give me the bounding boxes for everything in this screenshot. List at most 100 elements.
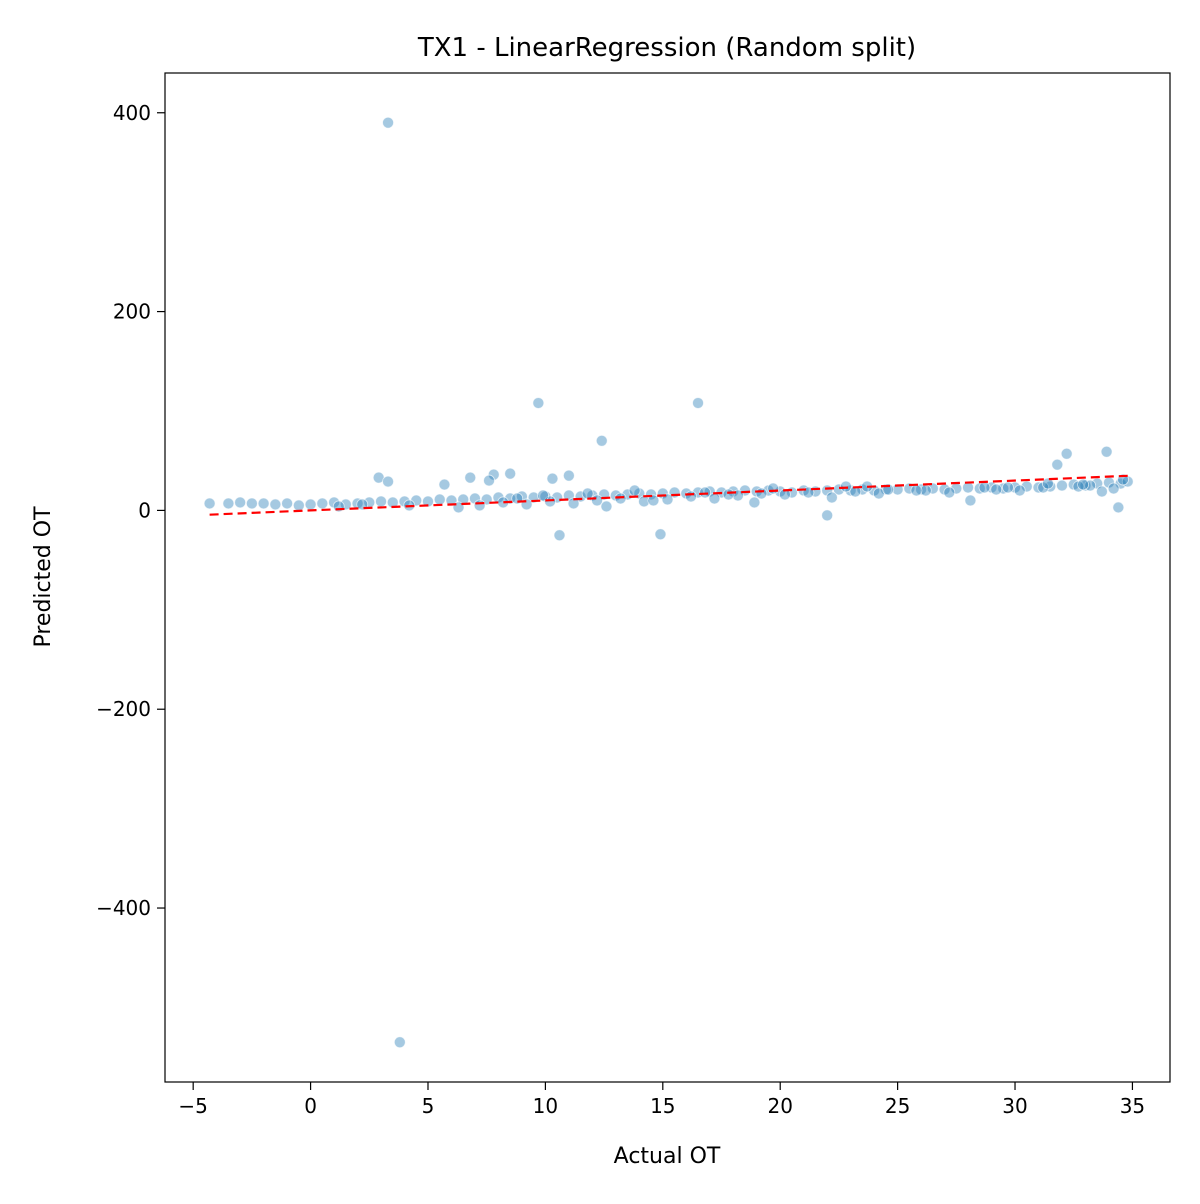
data-point	[964, 494, 977, 507]
data-point	[926, 482, 939, 495]
data-point	[567, 497, 580, 510]
data-point	[562, 469, 575, 482]
y-tick-label: 0	[138, 498, 151, 522]
data-point	[469, 492, 481, 505]
data-point	[1077, 478, 1090, 491]
data-point	[328, 496, 340, 509]
data-point	[962, 481, 974, 494]
data-point	[685, 490, 697, 503]
data-point	[692, 397, 704, 409]
data-point	[222, 497, 235, 510]
data-point	[546, 472, 559, 485]
data-point	[591, 494, 603, 507]
data-point	[699, 486, 711, 499]
data-point	[203, 497, 216, 510]
data-point	[483, 474, 495, 487]
data-point	[269, 498, 282, 511]
data-point	[825, 491, 838, 504]
data-point	[375, 495, 387, 508]
x-axis-ticks: −5 0 5 10 15 20 25 30 35	[178, 1082, 1145, 1118]
data-point	[915, 483, 927, 496]
data-point	[692, 486, 704, 499]
data-point	[1002, 481, 1014, 494]
data-point	[422, 495, 434, 508]
data-point	[595, 434, 608, 447]
data-point	[504, 467, 517, 480]
data-point	[628, 484, 641, 497]
data-point	[614, 492, 627, 505]
data-point	[382, 116, 394, 129]
data-point	[647, 494, 660, 507]
data-point	[316, 497, 329, 510]
plot-frame	[164, 72, 1171, 1083]
x-tick-label: 5	[422, 1094, 435, 1118]
data-point	[393, 1036, 406, 1049]
data-point	[943, 486, 956, 499]
data-point	[910, 484, 923, 497]
data-point	[755, 487, 768, 500]
data-point	[833, 483, 845, 496]
data-point	[1107, 482, 1120, 495]
x-tick-label: 0	[304, 1094, 317, 1118]
data-point	[1060, 447, 1073, 460]
y-axis-ticks: 400 200 0 −200 −400	[96, 101, 165, 920]
x-tick-label: 30	[1002, 1094, 1027, 1118]
x-tick-label: 15	[650, 1094, 675, 1118]
data-point	[891, 483, 904, 496]
data-point	[257, 497, 270, 510]
x-tick-label: 10	[533, 1094, 558, 1118]
data-point	[654, 528, 667, 541]
data-point	[1042, 477, 1054, 490]
data-point	[849, 485, 862, 498]
y-tick-label: 400	[113, 101, 151, 125]
data-point	[537, 489, 549, 502]
x-tick-label: 20	[767, 1094, 792, 1118]
data-point	[445, 494, 458, 507]
data-point	[245, 497, 258, 510]
data-point	[708, 492, 721, 505]
x-axis-label: Actual OT	[614, 1144, 721, 1169]
data-point	[1096, 485, 1108, 498]
data-point	[1056, 479, 1068, 492]
data-point	[821, 509, 834, 522]
data-point	[661, 493, 674, 506]
data-point	[581, 487, 594, 500]
data-point	[492, 491, 505, 504]
data-point	[767, 482, 780, 495]
data-point	[748, 496, 761, 509]
data-point	[281, 497, 294, 510]
data-point	[339, 498, 352, 511]
data-point	[990, 483, 1003, 496]
y-tick-label: −400	[96, 896, 151, 920]
data-point	[438, 478, 451, 491]
data-point	[473, 499, 486, 512]
data-point	[398, 495, 411, 508]
data-point	[1013, 484, 1026, 497]
data-point	[487, 468, 500, 481]
y-axis-label: Predicted OT	[31, 506, 56, 648]
data-point	[433, 493, 446, 506]
data-point	[1051, 458, 1064, 471]
x-tick-label: 25	[885, 1094, 910, 1118]
y-tick-label: 200	[113, 300, 151, 324]
data-point	[840, 480, 852, 493]
data-point	[1100, 445, 1113, 458]
data-point	[464, 471, 477, 484]
x-tick-label: −5	[178, 1094, 207, 1118]
chart-title: TX1 - LinearRegression (Random split)	[417, 33, 916, 63]
data-point	[292, 499, 305, 512]
data-point	[645, 488, 657, 501]
data-point	[553, 529, 566, 542]
x-tick-label: 35	[1120, 1094, 1145, 1118]
data-point	[234, 496, 247, 509]
data-point	[1112, 501, 1125, 514]
data-point	[304, 498, 317, 511]
data-point	[382, 475, 394, 488]
y-tick-label: −200	[96, 697, 151, 721]
data-point	[532, 397, 545, 409]
data-point	[978, 481, 991, 494]
data-point	[722, 488, 735, 501]
